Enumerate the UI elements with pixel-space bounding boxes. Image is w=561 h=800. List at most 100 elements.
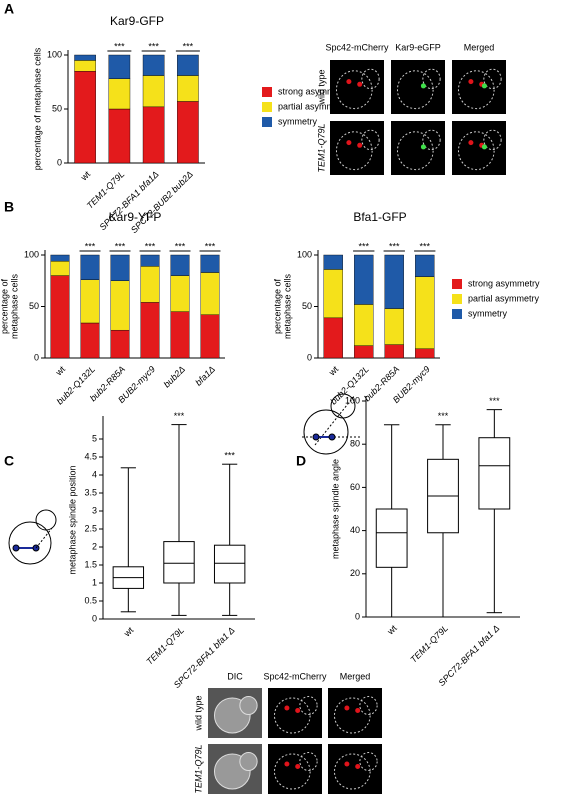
y-tick-label: 0 bbox=[92, 613, 97, 623]
y-axis-label: metaphase cells bbox=[282, 273, 292, 339]
bar-segment bbox=[142, 106, 165, 164]
bar-segment bbox=[110, 254, 130, 281]
y-tick-label: 0 bbox=[57, 157, 62, 167]
x-tick-label: wt bbox=[385, 623, 399, 637]
spb bbox=[344, 761, 350, 767]
x-tick-label: SPC72-BUB2 bub2Δ bbox=[129, 169, 195, 235]
bar-segment bbox=[110, 280, 130, 331]
y-tick-label: 4 bbox=[92, 469, 97, 479]
significance: *** bbox=[114, 41, 125, 51]
y-axis-label: metaphase spindle angle bbox=[330, 459, 340, 559]
y-axis-label: percentage of bbox=[272, 278, 282, 334]
legend-swatch bbox=[452, 294, 462, 304]
bar-segment bbox=[110, 329, 130, 359]
legend-label: partial asymmetry bbox=[278, 101, 350, 111]
y-axis-label: metaphase cells bbox=[9, 273, 19, 339]
y-tick-label: 3 bbox=[92, 505, 97, 515]
y-tick-label: 0.5 bbox=[84, 595, 97, 605]
bar-segment bbox=[323, 269, 343, 319]
legend-label: strong asymmetry bbox=[468, 278, 540, 288]
significance: *** bbox=[145, 241, 156, 251]
bud-outline bbox=[299, 696, 318, 715]
bar-segment bbox=[323, 254, 343, 270]
bud-outline bbox=[361, 68, 380, 90]
significance: *** bbox=[358, 241, 369, 251]
panel-letter: C bbox=[4, 453, 14, 469]
spb bbox=[468, 79, 474, 85]
legend-label: symmetry bbox=[278, 116, 317, 126]
x-tick-label: wt bbox=[326, 364, 340, 378]
significance: *** bbox=[438, 411, 449, 421]
bud-outline bbox=[361, 129, 380, 151]
bar-segment bbox=[140, 254, 160, 267]
bar-segment bbox=[108, 108, 131, 164]
spb bbox=[284, 705, 290, 711]
y-tick-label: 50 bbox=[29, 301, 39, 311]
bar-segment bbox=[50, 254, 70, 262]
bud-outline bbox=[239, 696, 258, 715]
bar-segment bbox=[384, 344, 404, 359]
bar-segment bbox=[384, 308, 404, 345]
spb bbox=[355, 764, 361, 769]
cell-outline bbox=[273, 697, 311, 734]
y-tick-label: 50 bbox=[52, 103, 62, 113]
cell-outline bbox=[335, 70, 373, 110]
legend-label: strong asymmetry bbox=[278, 86, 350, 96]
legend-swatch bbox=[262, 102, 272, 112]
cell-outline bbox=[396, 70, 434, 110]
bar-segment bbox=[80, 254, 100, 280]
legend-swatch bbox=[452, 309, 462, 319]
column-label: DIC bbox=[227, 671, 243, 681]
bud-outline bbox=[239, 752, 258, 771]
chart-title: Kar9-YFP bbox=[109, 210, 162, 224]
cell-outline bbox=[333, 697, 371, 734]
significance: *** bbox=[148, 41, 159, 51]
bar-segment bbox=[140, 302, 160, 359]
y-tick-label: 100 bbox=[297, 249, 312, 259]
bar-segment bbox=[415, 276, 435, 349]
significance: *** bbox=[183, 41, 194, 51]
kar9 bbox=[481, 144, 487, 150]
y-tick-label: 60 bbox=[350, 482, 360, 492]
bar-segment bbox=[323, 317, 343, 359]
spb bbox=[295, 764, 301, 769]
kar9 bbox=[481, 83, 487, 89]
y-tick-label: 1.5 bbox=[84, 559, 97, 569]
bud-outline bbox=[483, 129, 502, 151]
x-tick-label: wt bbox=[53, 364, 67, 378]
y-tick-label: 2 bbox=[92, 541, 97, 551]
kar9 bbox=[420, 83, 426, 89]
bud-outline bbox=[483, 68, 502, 90]
significance: *** bbox=[175, 241, 186, 251]
box bbox=[478, 437, 511, 510]
legend-label: symmetry bbox=[468, 308, 507, 318]
bar-segment bbox=[80, 279, 100, 324]
y-tick-label: 0 bbox=[307, 352, 312, 362]
chart-title: Kar9-GFP bbox=[110, 14, 164, 28]
bar-segment bbox=[140, 266, 160, 303]
schematic bbox=[8, 393, 360, 565]
panel-letter: D bbox=[296, 453, 306, 469]
bud-outline bbox=[359, 696, 378, 715]
legend-swatch bbox=[262, 117, 272, 127]
bar-segment bbox=[80, 322, 100, 359]
y-tick-label: 40 bbox=[350, 525, 360, 535]
cell-outline bbox=[457, 131, 495, 171]
legend-swatch bbox=[452, 279, 462, 289]
column-label: Spc42-mCherry bbox=[325, 42, 389, 52]
kar9 bbox=[420, 144, 426, 150]
y-tick-label: 5 bbox=[92, 433, 97, 443]
bar-segment bbox=[170, 254, 190, 276]
row-label: wild type bbox=[193, 695, 203, 731]
y-axis-label: percentage of bbox=[0, 278, 9, 334]
bar-segment bbox=[384, 254, 404, 309]
box bbox=[213, 544, 246, 584]
x-tick-label: wt bbox=[121, 625, 135, 639]
y-tick-label: 0 bbox=[355, 611, 360, 621]
bar-segment bbox=[170, 275, 190, 312]
bar-segment bbox=[142, 75, 165, 108]
box bbox=[163, 541, 195, 584]
column-label: Kar9-eGFP bbox=[395, 42, 441, 52]
bar-segment bbox=[415, 348, 435, 359]
